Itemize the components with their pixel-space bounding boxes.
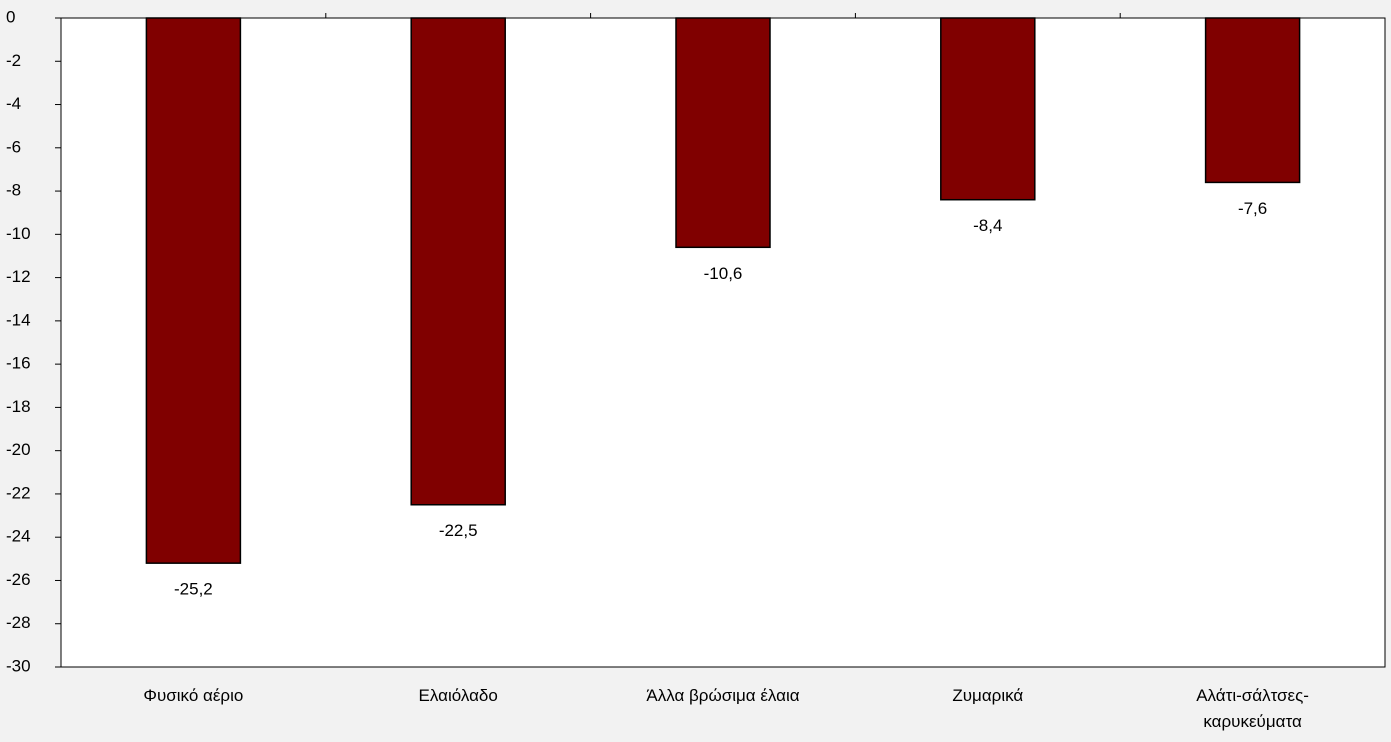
y-tick-label: -20 [6,440,31,459]
y-tick-label: -16 [6,354,31,373]
y-tick-label: -4 [6,94,21,113]
bar [940,17,1036,201]
y-tick-label: -28 [6,613,31,632]
y-tick-label: -12 [6,267,31,286]
y-tick-label: -8 [6,181,21,200]
y-tick-label: -24 [6,527,31,546]
value-label: -25,2 [174,580,213,599]
bar [145,17,242,564]
y-tick-label: -14 [6,310,31,329]
value-label: -22,5 [439,521,478,540]
x-tick-label: Αλάτι-σάλτσες-καρυκεύματα [1196,686,1309,731]
y-tick-label: -6 [6,137,21,156]
y-tick-label: -26 [6,570,31,589]
bar [675,17,771,249]
y-tick-label: -30 [6,656,31,675]
y-tick-label: 0 [6,7,15,26]
value-label: -10,6 [704,264,743,283]
value-label: -7,6 [1238,199,1267,218]
value-label: -8,4 [973,216,1002,235]
y-tick-label: -10 [6,224,31,243]
x-tick-label: Φυσικό αέριο [143,686,244,705]
y-tick-label: -2 [6,51,21,70]
bar [1204,17,1301,184]
y-tick-label: -22 [6,483,31,502]
x-tick-label: Ελαιόλαδο [418,686,498,705]
x-tick-label: Ζυμαρικά [952,686,1024,705]
y-tick-label: -18 [6,397,31,416]
bar [410,17,506,506]
x-tick-label: Άλλα βρώσιμα έλαια [646,686,800,705]
